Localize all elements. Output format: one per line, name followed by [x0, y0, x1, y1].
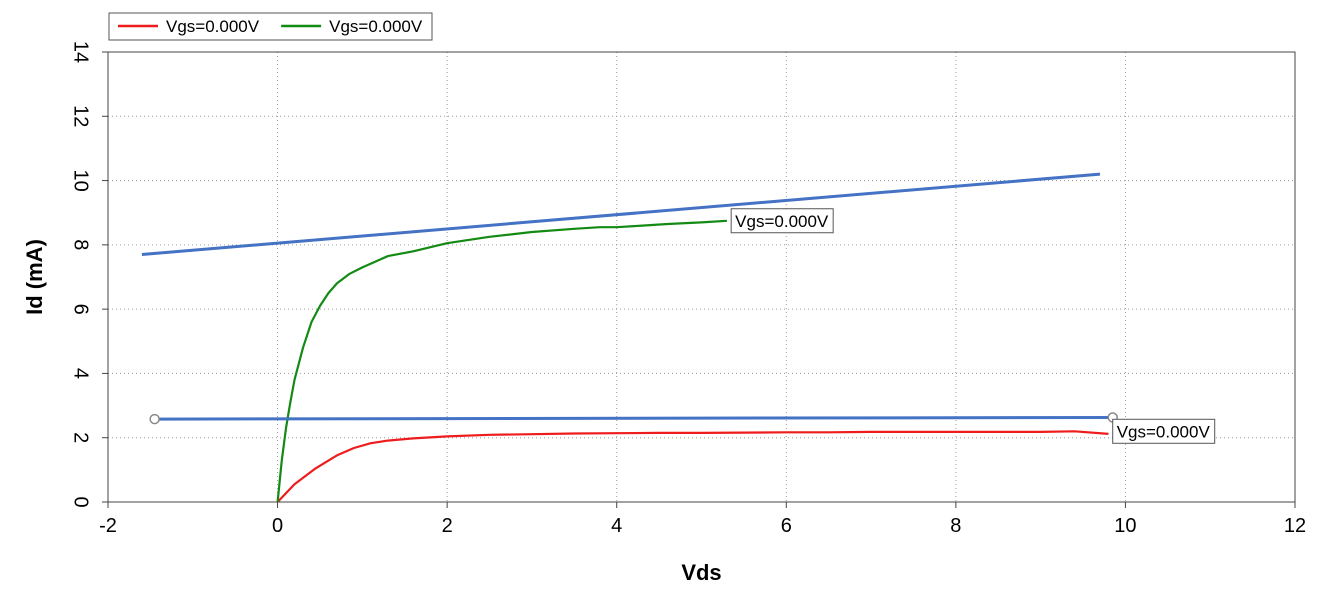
- annotation-label-2[interactable]: Vgs=0.000V: [1112, 418, 1216, 444]
- x-tick-label: 8: [950, 515, 961, 537]
- y-tick-label: 4: [70, 368, 92, 379]
- y-tick-label: 8: [70, 239, 92, 250]
- series-line-1: [276, 430, 1109, 503]
- fit-lines[interactable]: [141, 172, 1118, 425]
- annotation-box: [1112, 418, 1216, 444]
- fit-line-1[interactable]: [141, 172, 1101, 256]
- legend-box: [108, 12, 433, 41]
- series-layer: [276, 219, 1109, 503]
- x-tick-label: 6: [781, 515, 792, 537]
- y-axis-title: Id (mA): [22, 239, 47, 315]
- legend[interactable]: Vgs=0.000V Vgs=0.000V: [108, 12, 433, 41]
- plot-area: [107, 51, 1296, 503]
- fit-line-handle[interactable]: [149, 413, 160, 425]
- annotation-text: Vgs=0.000V: [735, 212, 829, 231]
- y-tick-label: 14: [70, 41, 92, 63]
- x-axis-title: Vds: [681, 560, 721, 585]
- annotation-text: Vgs=0.000V: [1117, 422, 1211, 441]
- y-tick-label: 2: [70, 432, 92, 443]
- y-tick-label: 6: [70, 304, 92, 315]
- fit-line-2[interactable]: [154, 415, 1113, 421]
- x-tick-label: 12: [1284, 515, 1306, 537]
- annotation-label-1[interactable]: Vgs=0.000V: [730, 208, 834, 234]
- x-tick-label: -2: [99, 515, 117, 537]
- series-line-2: [276, 219, 727, 503]
- x-tick-label: 10: [1114, 515, 1136, 537]
- x-tick-label: 2: [442, 515, 453, 537]
- legend-label-1: Vgs=0.000V: [166, 17, 260, 36]
- y-tick-label: 10: [70, 169, 92, 191]
- annotation-box: [730, 208, 834, 234]
- y-tick-label: 0: [70, 496, 92, 507]
- x-tick-label: 4: [611, 515, 622, 537]
- x-tick-label: 0: [272, 515, 283, 537]
- axis-ticks: -2 0 2 4 6 8 10 12 0 2 4 6 8 10 12 14: [70, 41, 1306, 537]
- grid: [108, 52, 1295, 502]
- annotations[interactable]: Vgs=0.000V Vgs=0.000V: [730, 208, 1216, 444]
- y-tick-label: 12: [70, 105, 92, 127]
- legend-label-2: Vgs=0.000V: [329, 17, 423, 36]
